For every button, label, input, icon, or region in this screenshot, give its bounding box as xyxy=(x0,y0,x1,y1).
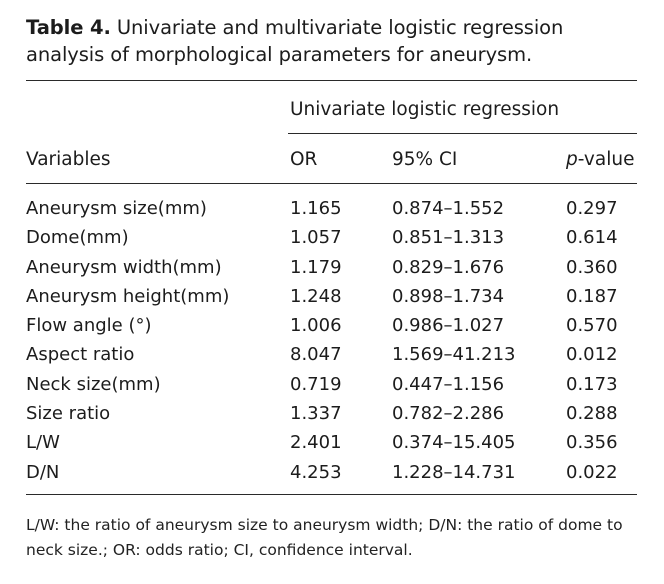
row-variable: Aneurysm height(mm) xyxy=(26,285,230,307)
row-or: 0.719 xyxy=(290,373,342,395)
table-caption-text: Univariate and multivariate logistic reg… xyxy=(26,16,564,66)
row-or: 4.253 xyxy=(290,461,342,483)
row-or: 1.165 xyxy=(290,198,342,219)
row-ci: 1.228–14.731 xyxy=(392,461,516,483)
row-ci: 0.829–1.676 xyxy=(392,256,505,278)
row-or: 1.006 xyxy=(290,315,342,337)
group-header-rule xyxy=(288,133,637,134)
table-row: Aspect ratio 8.047 1.569–41.213 0.012 xyxy=(0,344,664,373)
row-or: 1.179 xyxy=(290,256,342,278)
row-variable: Aneurysm size(mm) xyxy=(26,198,207,219)
column-header-ci: 95% CI xyxy=(392,149,458,170)
row-p-value: 0.360 xyxy=(566,256,618,278)
table-row: Aneurysm size(mm) 1.165 0.874–1.552 0.297 xyxy=(0,198,664,227)
table-label: Table 4. xyxy=(26,16,111,39)
row-p-value: 0.288 xyxy=(566,403,618,425)
table-top-rule xyxy=(26,80,637,81)
row-ci: 0.898–1.734 xyxy=(392,285,505,307)
row-p-value: 0.297 xyxy=(566,198,618,219)
row-variable: Neck size(mm) xyxy=(26,373,161,395)
row-p-value: 0.356 xyxy=(566,432,618,454)
table-row: Dome(mm) 1.057 0.851–1.313 0.614 xyxy=(0,227,664,256)
table-row: L/W 2.401 0.374–15.405 0.356 xyxy=(0,432,664,461)
table-caption: Table 4. Univariate and multivariate log… xyxy=(26,14,646,68)
table-body: Aneurysm size(mm) 1.165 0.874–1.552 0.297 Do… xyxy=(0,198,664,491)
row-p-value: 0.570 xyxy=(566,315,618,337)
row-ci: 0.782–2.286 xyxy=(392,403,505,425)
table-bottom-rule xyxy=(26,494,637,495)
row-or: 1.337 xyxy=(290,403,342,425)
table-row: Aneurysm height(mm) 1.248 0.898–1.734 0.187 xyxy=(0,286,664,315)
table-row: Aneurysm width(mm) 1.179 0.829–1.676 0.360 xyxy=(0,257,664,286)
p-suffix: -value xyxy=(577,149,635,170)
table-row: Size ratio 1.337 0.782–2.286 0.288 xyxy=(0,403,664,432)
row-ci: 0.447–1.156 xyxy=(392,373,505,395)
row-ci: 0.374–15.405 xyxy=(392,432,516,454)
row-variable: Aspect ratio xyxy=(26,344,135,366)
column-header-or: OR xyxy=(290,149,318,170)
table-row: Flow angle (°) 1.006 0.986–1.027 0.570 xyxy=(0,315,664,344)
header-bottom-rule xyxy=(26,183,637,184)
column-header-p-value: p-value xyxy=(566,148,634,172)
column-header-variables: Variables xyxy=(26,149,111,170)
row-ci: 0.851–1.313 xyxy=(392,227,505,249)
row-variable: Aneurysm width(mm) xyxy=(26,256,222,278)
row-p-value: 0.187 xyxy=(566,285,618,307)
row-ci: 0.874–1.552 xyxy=(392,198,505,219)
table-row: D/N 4.253 1.228–14.731 0.022 xyxy=(0,462,664,491)
table-row: Neck size(mm) 0.719 0.447–1.156 0.173 xyxy=(0,374,664,403)
row-or: 8.047 xyxy=(290,344,342,366)
row-p-value: 0.022 xyxy=(566,461,618,483)
row-ci: 0.986–1.027 xyxy=(392,315,505,337)
row-variable: Size ratio xyxy=(26,403,111,425)
row-p-value: 0.012 xyxy=(566,344,618,366)
table-footnote: L/W: the ratio of aneurysm size to aneur… xyxy=(26,516,623,559)
row-or: 1.057 xyxy=(290,227,342,249)
row-or: 1.248 xyxy=(290,285,342,307)
row-variable: Dome(mm) xyxy=(26,227,129,249)
row-variable: D/N xyxy=(26,461,60,483)
row-p-value: 0.614 xyxy=(566,227,618,249)
row-ci: 1.569–41.213 xyxy=(392,344,516,366)
row-variable: Flow angle (°) xyxy=(26,315,152,337)
p-italic: p xyxy=(566,149,578,170)
row-p-value: 0.173 xyxy=(566,373,618,395)
row-variable: L/W xyxy=(26,432,60,454)
group-header-univariate: Univariate logistic regression xyxy=(290,99,560,120)
row-or: 2.401 xyxy=(290,432,342,454)
